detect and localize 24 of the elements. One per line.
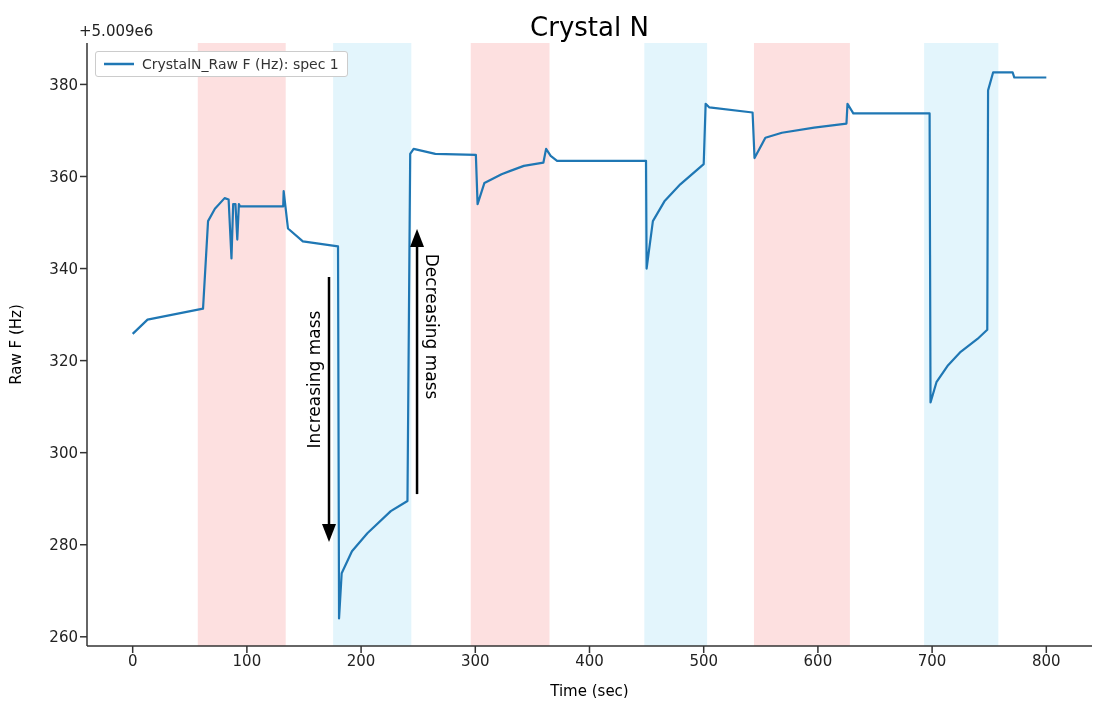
x-tick-label: 700 — [917, 651, 947, 670]
legend-label: CrystalN_Raw F (Hz): spec 1 — [142, 56, 339, 72]
annotation: Decreasing mass — [422, 253, 443, 400]
x-tick-label: 600 — [803, 651, 833, 670]
y-tick-label: 340 — [49, 259, 78, 278]
x-axis-title: Time (sec) — [549, 682, 629, 700]
x-tick-label: 500 — [689, 651, 719, 670]
line-series — [131, 71, 1048, 620]
y-axis-title: Raw F (Hz) — [7, 304, 26, 385]
y-tick-label: 360 — [49, 167, 78, 186]
x-tick-label: 100 — [232, 651, 262, 670]
chart-title: Crystal N — [530, 12, 649, 42]
y-tick-label: 320 — [49, 351, 78, 370]
y-tick-label: 260 — [49, 628, 78, 647]
y-tick-label: 280 — [49, 536, 78, 555]
x-tick-label: 0 — [127, 651, 138, 670]
x-tick-label: 300 — [460, 651, 490, 670]
x-tick-label: 200 — [346, 651, 376, 670]
y-tick-label: 380 — [49, 75, 78, 94]
annotation: Increasing mass — [304, 310, 324, 449]
x-tick-label: 400 — [575, 651, 604, 670]
x-tick-label: 800 — [1032, 651, 1061, 670]
text: +5.009e6 — [79, 22, 154, 40]
y-tick-label: 300 — [49, 444, 78, 462]
